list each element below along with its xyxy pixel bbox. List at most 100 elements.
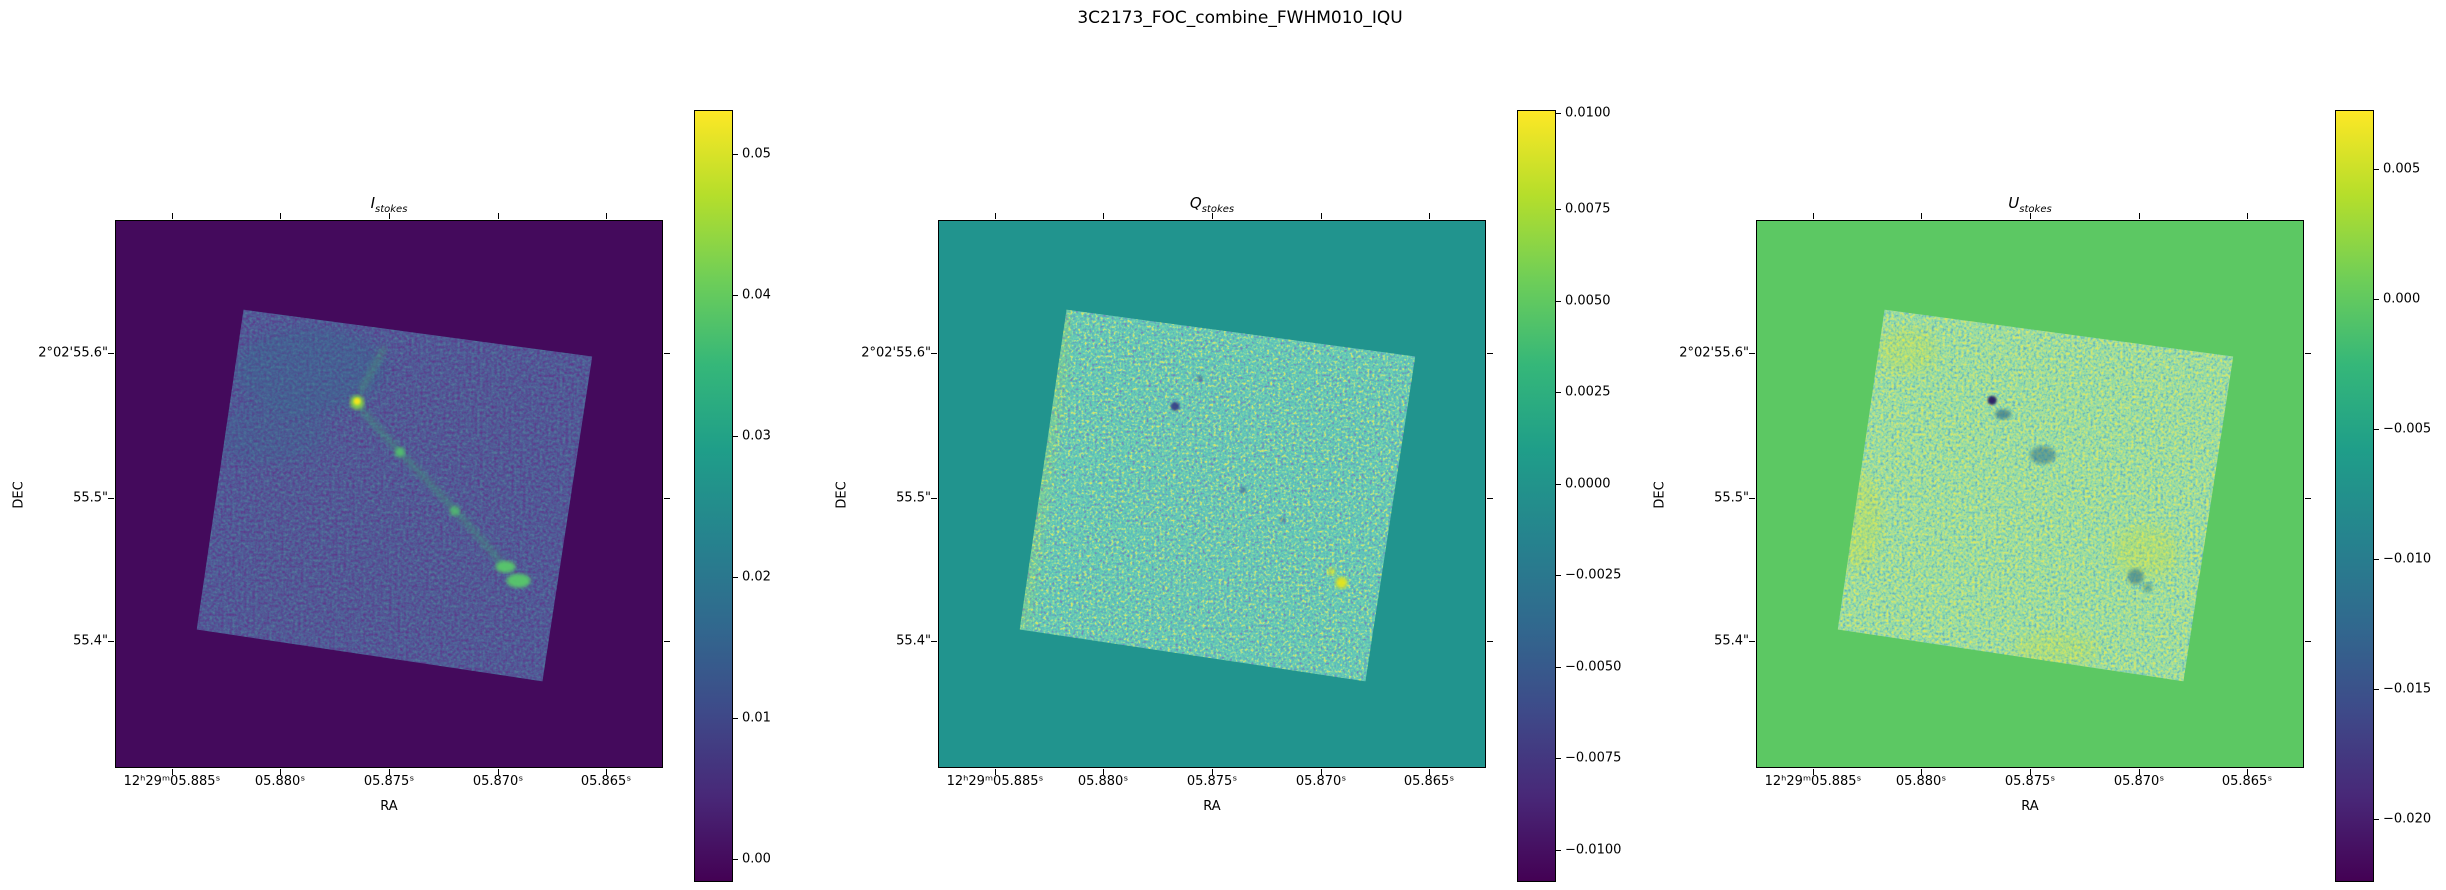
x-tick-label: 05.875ˢ: [363, 774, 415, 789]
panel-i-stokes: Istokes 12ʰ29ᵐ05.885ˢ 05.880ˢ 05.875ˢ 05…: [12, 194, 670, 814]
x-tick-mark: [280, 213, 281, 219]
x-tick-label: 05.865ˢ: [1403, 774, 1455, 789]
colorbar-tick-mark: [1556, 758, 1561, 759]
x-tick-label: 05.865ˢ: [2221, 774, 2273, 789]
colorbar-tick-mark: [2374, 169, 2379, 170]
colorbar-tick-mark: [733, 295, 738, 296]
y-tick-mark: [664, 641, 670, 642]
colorbar-tick-mark: [733, 859, 738, 860]
x-tick-mark: [1429, 769, 1430, 775]
panel-title-sub: stokes: [1201, 204, 1235, 215]
colorbar-tick-label: 0.05: [742, 146, 771, 162]
y-tick-label: 55.4": [896, 633, 931, 649]
y-tick-mark: [1487, 353, 1493, 354]
colorbar-tick-label: −0.015: [2383, 681, 2432, 697]
x-tick-mark: [498, 769, 499, 775]
x-axis-label: RA: [2021, 799, 2039, 814]
x-tick-mark: [172, 769, 173, 775]
colorbar-tick-mark: [2374, 819, 2379, 820]
y-tick-mark: [664, 498, 670, 499]
colorbar-tick-mark: [1556, 301, 1561, 302]
colorbar-tick-label: 0.0050: [1565, 293, 1611, 309]
colorbar-i-stokes: 0.05 0.04 0.03 0.02 0.01 0.00: [694, 110, 771, 882]
x-tick-mark: [1212, 769, 1213, 775]
x-tick-label: 05.875ˢ: [2004, 774, 2056, 789]
y-tick-label: 55.5": [73, 490, 108, 506]
panel-title: Istokes: [116, 194, 662, 215]
y-tick-mark: [1749, 353, 1755, 354]
colorbar-tick-mark: [1556, 850, 1561, 851]
y-axis-label: DEC: [11, 481, 27, 509]
colorbar-tick-mark: [1556, 667, 1561, 668]
x-tick-label: 05.880ˢ: [1895, 774, 1947, 789]
y-tick-mark: [2305, 353, 2311, 354]
x-tick-mark: [2139, 769, 2140, 775]
y-axis-label: DEC: [834, 481, 850, 509]
x-tick-mark: [1321, 213, 1322, 219]
colorbar-tick-mark: [1556, 209, 1561, 210]
x-tick-mark: [1813, 769, 1814, 775]
colorbar-tick-label: 0.03: [742, 428, 771, 444]
colorbar-tick-label: 0.00: [742, 851, 771, 867]
y-tick-label: 2°02'55.6": [861, 345, 931, 361]
colorbar-q-stokes: 0.0100 0.0075 0.0050 0.0025 0.0000 −0.00…: [1517, 106, 1621, 882]
colorbar-tick-label: 0.000: [2383, 291, 2421, 307]
y-tick-label: 55.4": [1714, 633, 1749, 649]
y-tick-mark: [108, 498, 114, 499]
x-tick-mark: [995, 769, 996, 775]
y-tick-mark: [1749, 498, 1755, 499]
x-tick-mark: [498, 213, 499, 219]
x-tick-mark: [1321, 769, 1322, 775]
colorbar-tick-mark: [1556, 392, 1561, 393]
x-tick-label: 05.875ˢ: [1186, 774, 1238, 789]
colorbar-tick-mark: [1556, 113, 1561, 114]
colorbar-tick-label: 0.005: [2383, 161, 2421, 177]
x-tick-mark: [280, 769, 281, 775]
x-axis-label: RA: [1203, 799, 1221, 814]
y-tick-label: 55.5": [896, 490, 931, 506]
panel-q-stokes: Qstokes 12ʰ29ᵐ05.885ˢ 05.880ˢ 05.875ˢ 05…: [835, 194, 1493, 814]
y-tick-label: 2°02'55.6": [38, 345, 108, 361]
colorbar-tick-label: −0.005: [2383, 421, 2432, 437]
x-tick-mark: [1103, 213, 1104, 219]
y-tick-mark: [664, 353, 670, 354]
colorbar-tick-label: −0.020: [2383, 811, 2432, 827]
y-tick-mark: [2305, 498, 2311, 499]
x-tick-label: 12ʰ29ᵐ05.885ˢ: [123, 774, 221, 789]
colorbar-tick-mark: [2374, 429, 2379, 430]
colorbar-tick-label: −0.0050: [1565, 659, 1622, 675]
heatmap-u-stokes: [1757, 221, 2303, 767]
x-tick-mark: [1429, 213, 1430, 219]
y-tick-mark: [931, 353, 937, 354]
y-tick-mark: [1487, 641, 1493, 642]
y-tick-mark: [108, 641, 114, 642]
y-tick-mark: [931, 498, 937, 499]
x-tick-label: 05.865ˢ: [580, 774, 632, 789]
x-tick-mark: [2139, 213, 2140, 219]
heatmap-i-stokes: [116, 221, 662, 767]
x-tick-mark: [2247, 213, 2248, 219]
x-tick-mark: [2030, 769, 2031, 775]
x-tick-label: 05.880ˢ: [254, 774, 306, 789]
colorbar-tick-label: 0.0025: [1565, 384, 1611, 400]
colorbar-tick-mark: [733, 718, 738, 719]
panel-title: Ustokes: [1757, 194, 2303, 215]
colorbar-tick-mark: [733, 436, 738, 437]
colorbar-tick-mark: [2374, 299, 2379, 300]
panel-u-stokes: Ustokes 12ʰ29ᵐ05.885ˢ 05.880ˢ 05.875ˢ 05…: [1653, 194, 2311, 814]
colorbar-tick-label: 0.0100: [1565, 105, 1611, 121]
y-tick-mark: [2305, 641, 2311, 642]
x-tick-label: 05.870ˢ: [2113, 774, 2165, 789]
x-tick-mark: [2030, 213, 2031, 219]
x-tick-mark: [172, 213, 173, 219]
colorbar-tick-mark: [2374, 689, 2379, 690]
heatmap-q-stokes: [939, 221, 1485, 767]
colorbar-tick-label: 0.0000: [1565, 476, 1611, 492]
colorbar-tick-label: −0.0025: [1565, 567, 1622, 583]
x-tick-mark: [389, 213, 390, 219]
colorbar-tick-label: −0.0100: [1565, 842, 1622, 858]
colorbar-tick-label: 0.02: [742, 569, 771, 585]
x-tick-label: 05.870ˢ: [472, 774, 524, 789]
x-tick-label: 12ʰ29ᵐ05.885ˢ: [946, 774, 1044, 789]
